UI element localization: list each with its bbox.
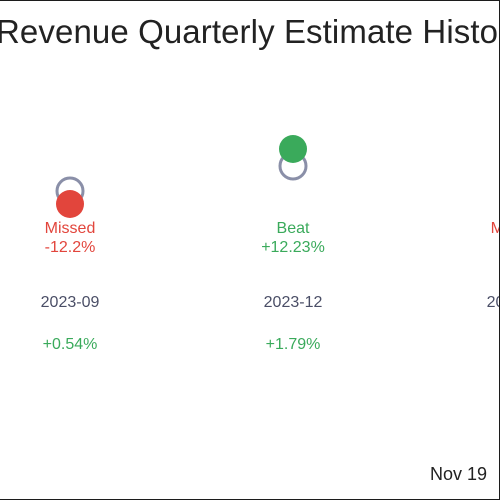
surprise-label: +12.23% [261,239,325,256]
surprise-label: -12.2% [45,239,96,256]
chart-title: Revenue Quarterly Estimate History [0,13,500,50]
period-label: 2024-03 [487,294,500,311]
status-label: Missed [491,220,500,237]
status-label: Beat [277,220,310,237]
status-label: Missed [45,220,96,237]
actual-marker [279,135,307,163]
change-label: +1.79% [266,336,321,353]
change-label: +0.54% [43,336,98,353]
footer-date: Nov 19 [430,464,488,484]
actual-marker [56,190,84,218]
period-label: 2023-12 [264,294,323,311]
period-label: 2023-09 [41,294,100,311]
